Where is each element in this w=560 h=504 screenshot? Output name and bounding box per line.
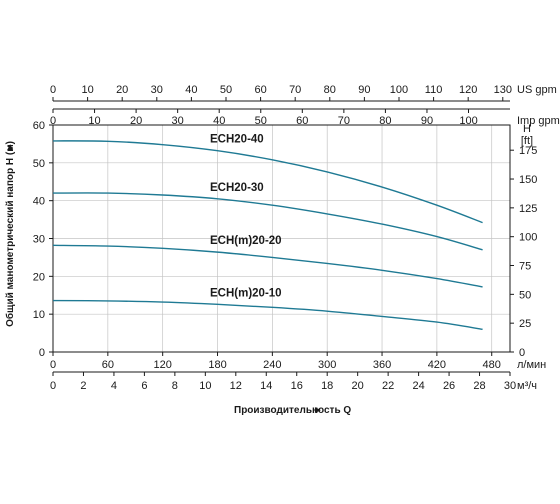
ft-tick-label: 25 bbox=[519, 318, 531, 330]
y-tick-label: 30 bbox=[33, 234, 45, 246]
us-gpm-axis-unit: US gpm bbox=[517, 84, 557, 96]
imp-gpm-tick-label: 30 bbox=[172, 115, 184, 127]
m3h-tick-label: 24 bbox=[412, 380, 424, 392]
us-gpm-tick-label: 0 bbox=[50, 84, 56, 96]
y-axis-arrow-icon: ► bbox=[5, 142, 16, 152]
imp-gpm-tick-label: 60 bbox=[296, 115, 308, 127]
series-label: ECH(m)20-10 bbox=[210, 287, 282, 299]
ft-axis-letter: H bbox=[523, 123, 531, 135]
us-gpm-tick-label: 50 bbox=[220, 84, 232, 96]
ft-tick-label: 175 bbox=[519, 145, 537, 157]
us-gpm-tick-label: 60 bbox=[254, 84, 266, 96]
curve-ech20-30 bbox=[52, 192, 483, 251]
ft-axis-unit: [ft] bbox=[521, 135, 533, 147]
m3h-tick-label: 22 bbox=[382, 380, 394, 392]
x-tick-label: 360 bbox=[373, 359, 391, 371]
m3h-tick-label: 10 bbox=[199, 380, 211, 392]
m3h-tick-label: 28 bbox=[473, 380, 485, 392]
x-axis-arrow-icon: ► bbox=[313, 405, 323, 416]
us-gpm-tick-label: 40 bbox=[185, 84, 197, 96]
y-tick-label: 40 bbox=[33, 196, 45, 208]
us-gpm-tick-label: 90 bbox=[358, 84, 370, 96]
m3h-axis-unit: м³/ч bbox=[517, 380, 537, 392]
m3h-tick-label: 12 bbox=[230, 380, 242, 392]
ft-tick-label: 150 bbox=[519, 174, 537, 186]
y-tick-label: 10 bbox=[33, 309, 45, 321]
imp-gpm-tick-label: 0 bbox=[50, 115, 56, 127]
m3h-tick-label: 4 bbox=[111, 380, 117, 392]
imp-gpm-tick-label: 20 bbox=[130, 115, 142, 127]
imp-gpm-tick-label: 90 bbox=[421, 115, 433, 127]
imp-gpm-tick-label: 100 bbox=[459, 115, 477, 127]
us-gpm-tick-label: 30 bbox=[151, 84, 163, 96]
us-gpm-tick-label: 100 bbox=[390, 84, 408, 96]
x-tick-label: 120 bbox=[154, 359, 172, 371]
ft-tick-label: 0 bbox=[519, 347, 525, 359]
curves bbox=[52, 140, 483, 330]
m3h-tick-label: 16 bbox=[291, 380, 303, 392]
imp-gpm-tick-label: 50 bbox=[255, 115, 267, 127]
ft-tick-label: 125 bbox=[519, 203, 537, 215]
us-gpm-tick-label: 10 bbox=[81, 84, 93, 96]
curve-ech20-40 bbox=[52, 140, 483, 224]
y-tick-label: 0 bbox=[39, 347, 45, 359]
m3h-tick-label: 26 bbox=[443, 380, 455, 392]
m3h-tick-label: 6 bbox=[141, 380, 147, 392]
x-tick-label: 300 bbox=[318, 359, 336, 371]
series-label: ECH(m)20-20 bbox=[210, 235, 282, 247]
m3h-tick-label: 20 bbox=[352, 380, 364, 392]
us-gpm-tick-label: 130 bbox=[494, 84, 512, 96]
series-label: ECH20-30 bbox=[210, 182, 264, 194]
y-tick-label: 20 bbox=[33, 271, 45, 283]
us-gpm-tick-label: 120 bbox=[459, 84, 477, 96]
m3h-tick-label: 2 bbox=[80, 380, 86, 392]
us-gpm-tick-label: 110 bbox=[425, 84, 443, 96]
x-tick-label: 60 bbox=[102, 359, 114, 371]
imp-gpm-tick-label: 10 bbox=[88, 115, 100, 127]
imp-gpm-tick-label: 70 bbox=[338, 115, 350, 127]
us-gpm-tick-label: 20 bbox=[116, 84, 128, 96]
ft-tick-label: 100 bbox=[519, 232, 537, 244]
imp-gpm-axis-unit: Imp gpm bbox=[517, 115, 560, 127]
x-tick-label: 420 bbox=[428, 359, 446, 371]
axes bbox=[49, 97, 514, 376]
y-axis-title: Общий манометрический напор Н (м) bbox=[4, 141, 16, 327]
x-tick-label: 180 bbox=[208, 359, 226, 371]
curve-ech-m-20-20 bbox=[52, 244, 483, 288]
grid bbox=[53, 125, 510, 352]
x-tick-label: 0 bbox=[50, 359, 56, 371]
m3h-tick-label: 8 bbox=[172, 380, 178, 392]
m3h-tick-label: 14 bbox=[260, 380, 272, 392]
m3h-tick-label: 0 bbox=[50, 380, 56, 392]
us-gpm-tick-label: 80 bbox=[324, 84, 336, 96]
curve-ech-m-20-10 bbox=[52, 299, 483, 330]
x-axis-title: Производительность Q bbox=[234, 405, 351, 416]
ft-tick-label: 75 bbox=[519, 261, 531, 273]
m3h-tick-label: 18 bbox=[321, 380, 333, 392]
x-tick-label: 240 bbox=[263, 359, 281, 371]
y-tick-label: 60 bbox=[33, 120, 45, 132]
us-gpm-tick-label: 70 bbox=[289, 84, 301, 96]
series-label: ECH20-40 bbox=[210, 134, 264, 146]
y-tick-label: 50 bbox=[33, 158, 45, 170]
x-axis-unit: л/мин bbox=[517, 359, 546, 371]
m3h-tick-label: 30 bbox=[504, 380, 516, 392]
imp-gpm-tick-label: 80 bbox=[379, 115, 391, 127]
x-tick-label: 480 bbox=[483, 359, 501, 371]
ft-tick-label: 50 bbox=[519, 289, 531, 301]
imp-gpm-tick-label: 40 bbox=[213, 115, 225, 127]
